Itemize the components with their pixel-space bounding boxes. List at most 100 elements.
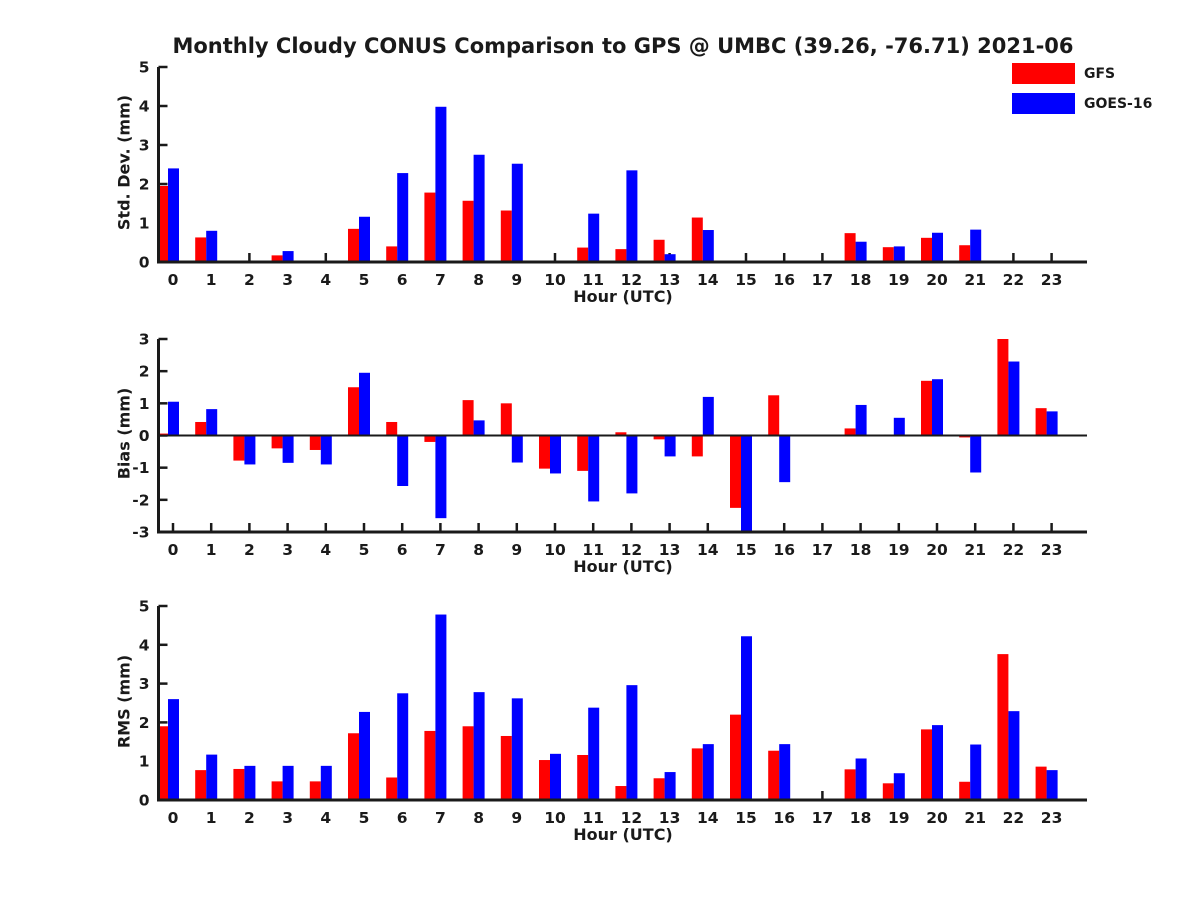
x-tick-label-11: 11 (582, 809, 604, 827)
x-tick-label-23: 23 (1041, 271, 1063, 289)
x-tick-label-23: 23 (1041, 541, 1063, 559)
x-tick-label-22: 22 (1003, 809, 1025, 827)
bar-goes-16-hour-5 (359, 711, 370, 800)
bar-gfs-hour-6 (386, 777, 398, 800)
y-tick-label--1: -1 (132, 459, 149, 477)
legend-swatch-goes16 (1012, 93, 1075, 114)
x-tick-label-4: 4 (320, 541, 331, 559)
x-tick-label-2: 2 (244, 809, 255, 827)
bar-gfs-hour-12 (615, 432, 627, 436)
y-tick-label-2: 2 (139, 176, 150, 194)
bar-goes-16-hour-9 (511, 163, 523, 262)
bar-goes-16-hour-0 (168, 168, 179, 262)
x-tick-label-16: 16 (773, 809, 795, 827)
bar-goes-16-hour-12 (626, 170, 638, 262)
bar-goes-16-hour-23 (1046, 411, 1058, 436)
bar-gfs-hour-2 (233, 435, 245, 461)
bar-goes-16-hour-11 (588, 707, 600, 800)
bar-goes-16-hour-19 (893, 417, 905, 436)
bar-goes-16-hour-8 (473, 420, 485, 436)
bar-goes-16-hour-12 (626, 435, 638, 494)
x-tick-label-3: 3 (282, 541, 293, 559)
bar-goes-16-hour-7 (435, 614, 447, 800)
bar-goes-16-hour-3 (282, 765, 294, 800)
bar-gfs-hour-14 (691, 435, 703, 457)
bar-gfs-hour-5 (348, 733, 359, 800)
bar-gfs-hour-13 (653, 778, 665, 800)
bar-goes-16-hour-12 (626, 685, 638, 800)
bar-goes-16-hour-13 (664, 435, 676, 457)
bar-gfs-hour-20 (921, 237, 932, 262)
bar-gfs-hour-6 (386, 421, 398, 436)
x-tick-label-5: 5 (359, 809, 370, 827)
bar-gfs-hour-7 (424, 435, 436, 442)
x-tick-label-11: 11 (582, 271, 604, 289)
bar-gfs-hour-19 (882, 783, 894, 800)
bar-gfs-hour-18 (844, 769, 856, 800)
bar-gfs-hour-10 (539, 760, 550, 800)
x-tick-label-4: 4 (320, 271, 331, 289)
bar-goes-16-hour-6 (397, 435, 409, 487)
x-tick-label-1: 1 (206, 271, 217, 289)
bar-goes-16-hour-21 (970, 229, 982, 262)
y-tick-label-5: 5 (139, 59, 150, 77)
x-tick-label-20: 20 (926, 809, 948, 827)
x-tick-label-10: 10 (544, 271, 566, 289)
x-tick-label-14: 14 (697, 809, 719, 827)
y-tick-label-1: 1 (139, 215, 150, 233)
x-tick-label-18: 18 (850, 541, 872, 559)
bar-goes-16-hour-18 (855, 404, 867, 436)
x-tick-label-20: 20 (926, 271, 948, 289)
bar-gfs-hour-5 (348, 387, 359, 436)
legend-swatch-gfs (1012, 63, 1075, 84)
bar-gfs-hour-20 (921, 729, 932, 800)
bar-goes-16-hour-20 (932, 232, 943, 262)
bar-gfs-hour-11 (577, 435, 589, 471)
bar-goes-16-hour-21 (970, 435, 982, 473)
x-tick-label-13: 13 (659, 541, 681, 559)
x-tick-label-6: 6 (397, 809, 408, 827)
x-tick-label-7: 7 (435, 271, 446, 289)
x-tick-label-15: 15 (735, 809, 757, 827)
bar-goes-16-hour-7 (435, 435, 447, 519)
x-tick-label-6: 6 (397, 541, 408, 559)
bar-goes-16-hour-1 (206, 754, 218, 800)
x-tick-label-22: 22 (1003, 271, 1025, 289)
legend-label-goes16: GOES-16 (1084, 95, 1153, 112)
bar-goes-16-hour-8 (473, 154, 485, 262)
x-tick-label-19: 19 (888, 271, 910, 289)
bar-goes-16-hour-20 (932, 379, 943, 436)
x-tick-label-9: 9 (511, 541, 522, 559)
bar-goes-16-hour-19 (893, 773, 905, 800)
bar-goes-16-hour-18 (855, 758, 867, 800)
x-tick-label-16: 16 (773, 271, 795, 289)
bar-goes-16-hour-3 (282, 251, 294, 262)
bar-gfs-hour-9 (500, 735, 512, 800)
bar-gfs-hour-21 (959, 781, 971, 800)
x-tick-label-1: 1 (206, 809, 217, 827)
bar-gfs-hour-14 (691, 217, 703, 262)
bar-goes-16-hour-14 (702, 744, 714, 800)
x-tick-label-20: 20 (926, 541, 948, 559)
bar-gfs-hour-23 (1035, 408, 1047, 436)
x-tick-label-5: 5 (359, 271, 370, 289)
bar-goes-16-hour-0 (168, 401, 179, 436)
bar-goes-16-hour-18 (855, 241, 867, 262)
x-tick-label-22: 22 (1003, 541, 1025, 559)
bar-goes-16-hour-14 (702, 396, 714, 436)
legend-item-goes16: GOES-16 (1012, 93, 1152, 114)
x-tick-label-8: 8 (473, 271, 484, 289)
x-tick-label-15: 15 (735, 541, 757, 559)
bar-goes-16-hour-4 (320, 435, 332, 465)
bar-goes-16-hour-11 (588, 213, 600, 262)
x-tick-label-21: 21 (964, 809, 986, 827)
bar-goes-16-hour-5 (359, 216, 370, 262)
x-tick-label-16: 16 (773, 541, 795, 559)
bar-goes-16-hour-0 (168, 699, 179, 800)
x-tick-label-8: 8 (473, 541, 484, 559)
x-tick-label-14: 14 (697, 541, 719, 559)
x-tick-label-17: 17 (812, 809, 834, 827)
bar-gfs-hour-19 (882, 247, 894, 262)
y-tick-label-2: 2 (139, 363, 150, 381)
